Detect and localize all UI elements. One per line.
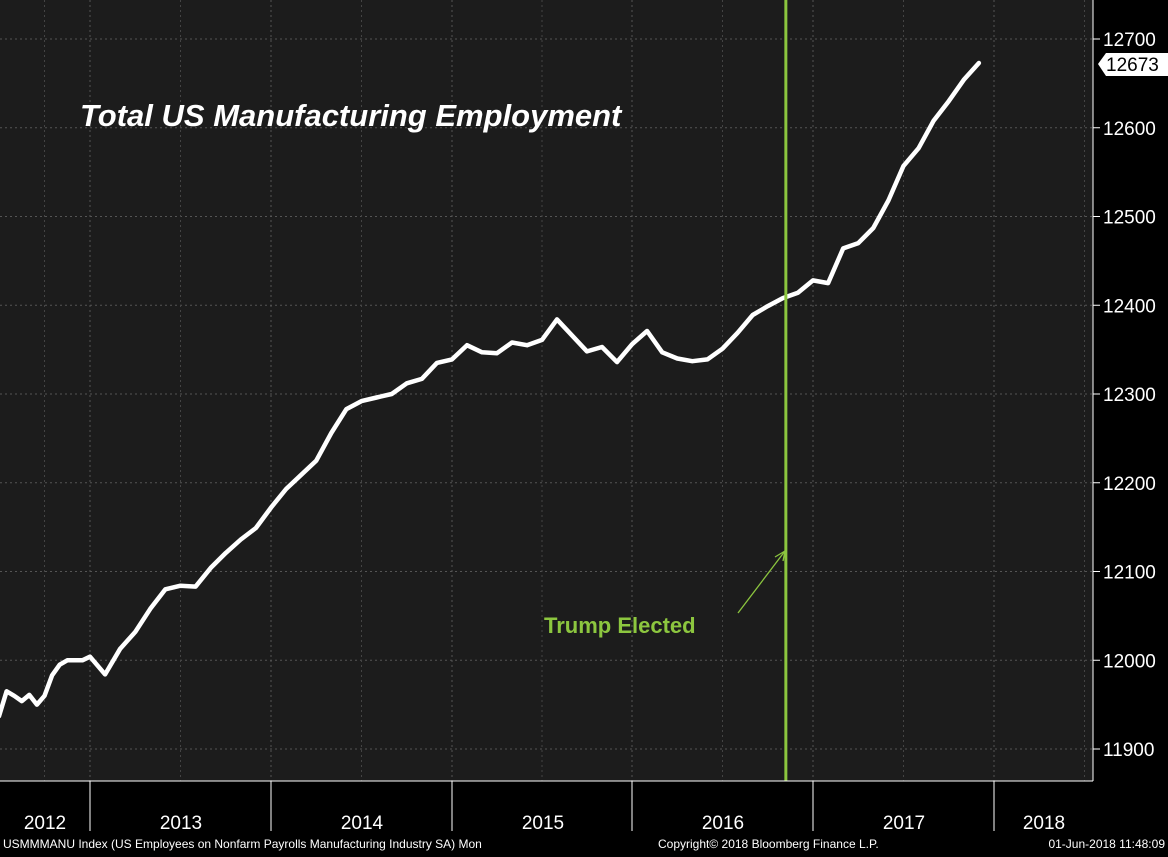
y-axis: 11900 12000 12100 12200 12300 12400 12500 12600… bbox=[1092, 0, 1156, 781]
y-tick-label: 12500 bbox=[1103, 208, 1156, 229]
footer-source: USMMMANU Index (US Employees on Nonfarm … bbox=[3, 837, 482, 851]
series-layer bbox=[0, 60, 982, 719]
x-tick-label: 2012 bbox=[24, 813, 66, 834]
footer-timestamp: 01-Jun-2018 11:48:09 bbox=[1048, 837, 1165, 851]
x-tick-label: 2014 bbox=[341, 813, 384, 834]
y-tick-label: 11900 bbox=[1103, 740, 1154, 761]
x-tick-label: 2018 bbox=[1023, 813, 1065, 834]
y-tick-label: 12300 bbox=[1103, 385, 1156, 406]
y-tick-label: 12400 bbox=[1103, 296, 1156, 317]
series-line bbox=[0, 60, 982, 719]
grid-layer bbox=[0, 0, 1093, 781]
y-tick-label: 12200 bbox=[1103, 474, 1156, 495]
x-tick-label: 2017 bbox=[883, 813, 925, 834]
event-arrow-head bbox=[774, 550, 786, 562]
plot-background bbox=[0, 0, 1093, 781]
event-arrow-shaft bbox=[737, 550, 786, 614]
last-value-label: 12673 bbox=[1106, 55, 1159, 76]
event-label: Trump Elected bbox=[544, 613, 696, 638]
y-tick-label: 12600 bbox=[1103, 119, 1156, 140]
y-tick-label: 12100 bbox=[1103, 563, 1156, 584]
y-tick-label: 12700 bbox=[1103, 30, 1156, 51]
x-axis: 2012 2013 2014 2015 2016 2017 2018 bbox=[0, 780, 1093, 834]
x-tick-label: 2013 bbox=[160, 813, 202, 834]
chart-title: Total US Manufacturing Employment bbox=[80, 98, 623, 133]
x-tick-label: 2016 bbox=[702, 813, 744, 834]
event-annotation: Trump Elected bbox=[544, 550, 786, 638]
last-value-marker: 12673 bbox=[1098, 53, 1168, 76]
footer-copyright: Copyright© 2018 Bloomberg Finance L.P. bbox=[658, 837, 879, 851]
y-tick-label: 12000 bbox=[1103, 651, 1156, 672]
x-tick-label: 2015 bbox=[522, 813, 564, 834]
last-value-tag bbox=[1098, 53, 1168, 76]
